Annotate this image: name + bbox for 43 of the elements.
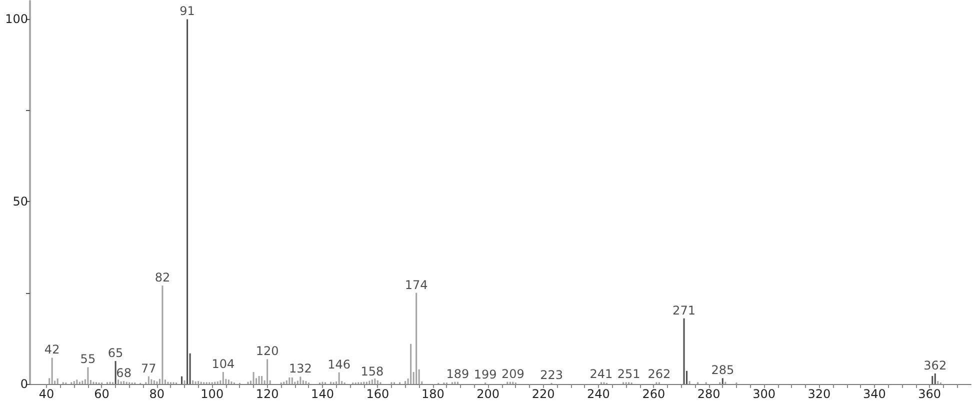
annotation: 68 [116,366,132,380]
x-tick-label: 40 [38,387,54,401]
annotation: 55 [80,352,96,366]
annotation: 209 [501,366,524,381]
annotation: 241 [590,367,613,382]
annotation: 271 [672,303,696,318]
x-tick-label: 280 [697,387,720,401]
annotation: 251 [617,367,640,382]
x-tick-label: 80 [149,387,165,401]
annotation: 223 [540,368,564,382]
x-tick-label: 120 [256,387,279,401]
annotation: 65 [108,346,124,360]
x-tick-label: 220 [532,387,555,401]
x-tick-label: 260 [642,387,666,401]
x-tick-label: 300 [752,387,776,401]
annotation: 91 [180,4,195,18]
annotation: 146 [328,357,351,372]
x-tick-label: 100 [200,387,224,401]
y-tick-label: 0 [20,377,28,391]
x-tick-label: 180 [421,387,444,401]
annotation: 285 [711,363,734,378]
annotation: 189 [446,366,470,381]
annotation: 158 [360,364,384,379]
y-tick-label: 50 [12,194,28,209]
annotation: 120 [256,344,279,358]
x-tick-label: 200 [476,387,500,401]
annotation: 174 [404,278,428,292]
x-tick-label: 140 [311,387,334,401]
annotation: 82 [154,270,170,285]
x-tick-label: 360 [918,387,942,401]
annotation: 132 [288,362,312,376]
y-tick-label: 100 [5,12,28,26]
annotation: 262 [648,367,671,382]
annotation: 104 [212,356,235,371]
x-tick-label: 60 [94,387,110,401]
annotation: 362 [924,358,947,372]
annotation: 199 [474,368,497,382]
x-tick-label: 160 [366,387,390,401]
x-tick-label: 240 [587,387,610,401]
annotation: 77 [141,361,156,376]
annotation: 42 [44,342,60,357]
x-tick-label: 340 [862,387,886,401]
x-tick-label: 320 [808,387,831,401]
